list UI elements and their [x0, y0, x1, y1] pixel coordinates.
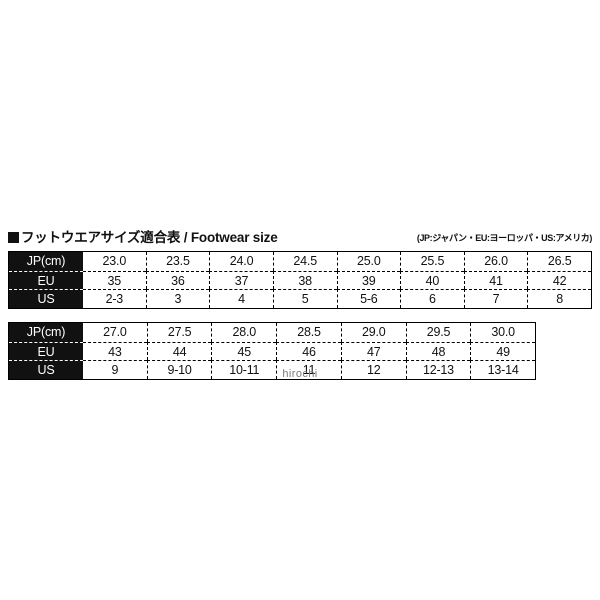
cell-eu-3: 37 [209, 270, 273, 290]
cell-us-4: 5 [272, 289, 337, 309]
cell-jp-3: 24.0 [209, 252, 273, 271]
cell-eu-1: 35 [83, 270, 146, 290]
cell-eu-3: 45 [211, 341, 277, 361]
cell-jp-5: 29.0 [340, 323, 406, 342]
table-row: US 2-3 3 4 5 5-6 6 7 8 [9, 289, 591, 309]
cell-us-2: 3 [145, 289, 210, 309]
cell-jp-1: 27.0 [83, 323, 147, 342]
cell-jp-2: 27.5 [146, 323, 212, 342]
cell-jp-4: 24.5 [272, 252, 337, 271]
cell-us-3: 10-11 [211, 360, 277, 380]
cell-us-6: 6 [400, 289, 464, 309]
chart-header: フットウエアサイズ適合表 / Footwear size (JP:ジャパン・EU… [8, 226, 592, 244]
cell-us-5: 12 [340, 360, 406, 380]
table-row: JP(cm) 27.0 27.5 28.0 28.5 29.0 29.5 30.… [9, 323, 536, 342]
cell-eu-7: 41 [463, 270, 528, 290]
row-label-us: US [9, 289, 83, 309]
cell-eu-5: 47 [340, 341, 406, 361]
table-row: EU 35 36 37 38 39 40 41 42 [9, 270, 591, 290]
cell-jp-6: 29.5 [405, 323, 471, 342]
cell-us-5: 5-6 [336, 289, 401, 309]
cell-eu-5: 39 [336, 270, 401, 290]
cell-us-7: 13-14 [470, 360, 536, 380]
cell-jp-6: 25.5 [400, 252, 464, 271]
row-label-us: US [9, 360, 83, 380]
page-title: フットウエアサイズ適合表 / Footwear size [21, 229, 278, 245]
cell-eu-7: 49 [470, 341, 536, 361]
cell-jp-5: 25.0 [336, 252, 401, 271]
footwear-size-table-small: JP(cm) 23.0 23.5 24.0 24.5 25.0 25.5 26.… [8, 251, 592, 309]
cell-us-1: 2-3 [83, 289, 146, 309]
table-row: US 9 9-10 10-11 11 12 12-13 13-14 [9, 360, 536, 380]
cell-us-3: 4 [209, 289, 273, 309]
cell-jp-7: 26.0 [463, 252, 528, 271]
cell-us-8: 8 [527, 289, 591, 309]
cell-jp-8: 26.5 [527, 252, 591, 271]
footwear-size-table-large: JP(cm) 27.0 27.5 28.0 28.5 29.0 29.5 30.… [8, 322, 536, 380]
cell-us-6: 12-13 [405, 360, 471, 380]
cell-jp-1: 23.0 [83, 252, 146, 271]
cell-jp-3: 28.0 [211, 323, 277, 342]
cell-eu-8: 42 [527, 270, 591, 290]
cell-jp-4: 28.5 [276, 323, 341, 342]
row-label-jp: JP(cm) [9, 323, 83, 342]
cell-eu-4: 38 [272, 270, 337, 290]
cell-us-1: 9 [83, 360, 147, 380]
table-row: JP(cm) 23.0 23.5 24.0 24.5 25.0 25.5 26.… [9, 252, 591, 271]
cell-eu-1: 43 [83, 341, 147, 361]
row-label-jp: JP(cm) [9, 252, 83, 271]
row-label-eu: EU [9, 341, 83, 361]
cell-eu-2: 36 [145, 270, 210, 290]
table-row: EU 43 44 45 46 47 48 49 [9, 341, 536, 361]
cell-jp-2: 23.5 [145, 252, 210, 271]
chart-title-group: フットウエアサイズ適合表 / Footwear size [8, 229, 278, 245]
row-label-eu: EU [9, 270, 83, 290]
cell-us-2: 9-10 [146, 360, 212, 380]
cell-us-4: 11 [276, 360, 341, 380]
cell-eu-6: 40 [400, 270, 464, 290]
cell-eu-4: 46 [276, 341, 341, 361]
black-square-bullet-icon [8, 231, 19, 243]
cell-us-7: 7 [463, 289, 528, 309]
cell-eu-2: 44 [146, 341, 212, 361]
cell-jp-7: 30.0 [470, 323, 536, 342]
region-legend-note: (JP:ジャパン・EU:ヨーロッパ・US:アメリカ) [416, 233, 593, 243]
cell-eu-6: 48 [405, 341, 471, 361]
